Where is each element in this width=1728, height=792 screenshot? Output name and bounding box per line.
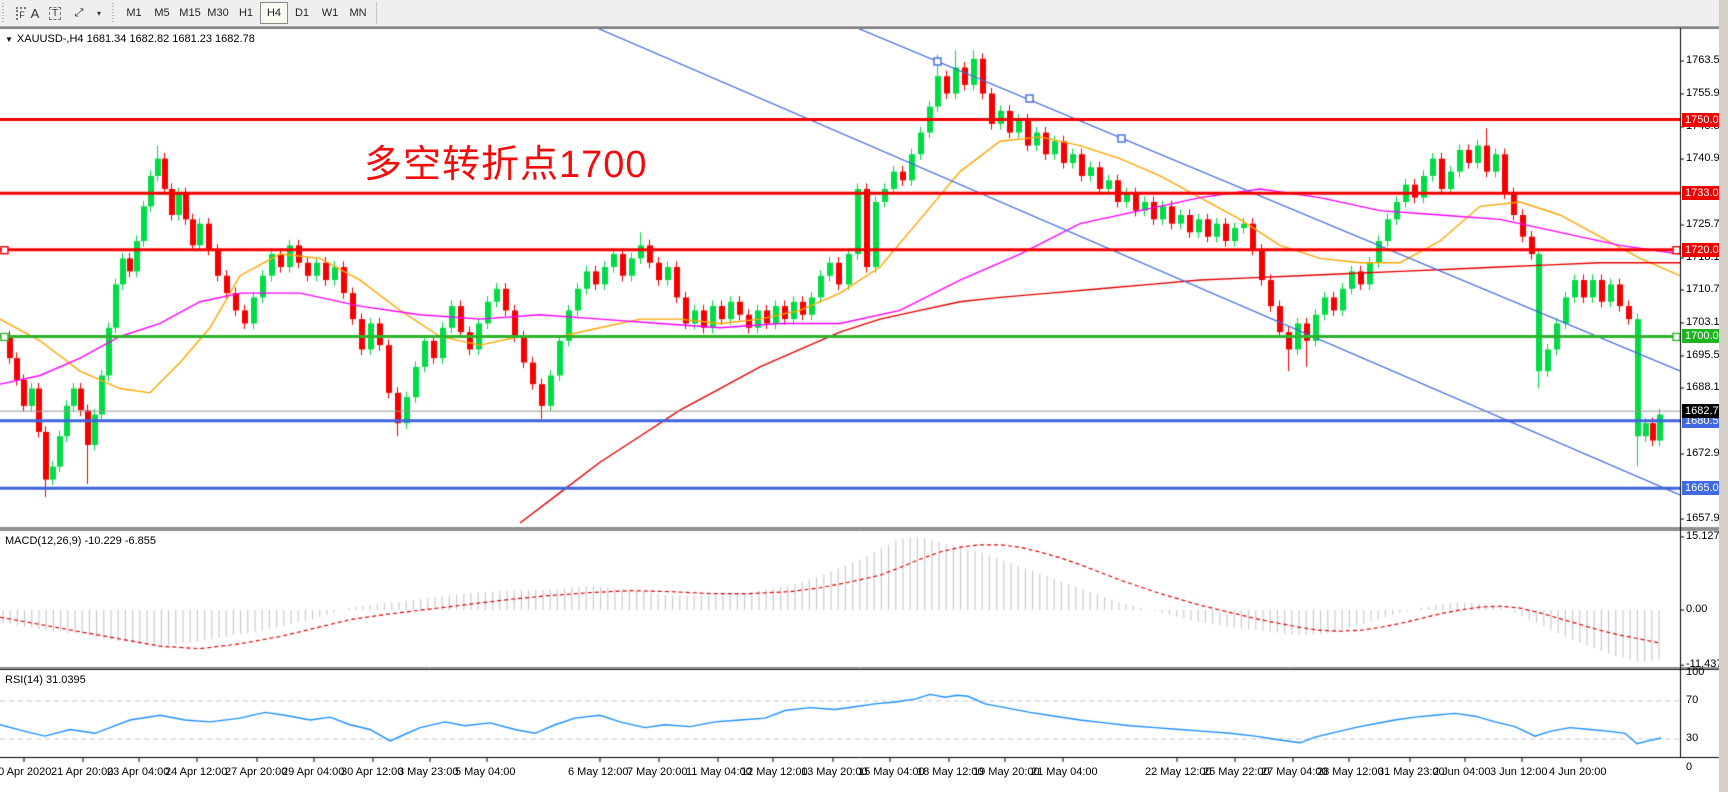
- symbol-header: ▼ XAUUSD-,H4 1681.34 1682.82 1681.23 1682…: [5, 33, 255, 45]
- price-tick-label: 1695.50: [1686, 348, 1726, 361]
- time-axis-label: 3 May 23:00: [398, 766, 459, 778]
- rsi-header: RSI(14) 31.0395: [5, 674, 86, 686]
- time-axis-label: 24 Apr 12:00: [165, 766, 228, 778]
- time-axis-label: 22 May 12:00: [1145, 766, 1212, 778]
- time-axis-label: 11 May 04:00: [686, 766, 752, 778]
- time-axis-label: 3 Jun 12:00: [1490, 766, 1548, 778]
- bid-price-label: 1682.78: [1682, 404, 1728, 419]
- time-axis-label: 21 May 04:00: [1031, 766, 1098, 778]
- indicator-frame-glyph: F: [16, 6, 26, 20]
- time-axis-label: 23 Apr 04:00: [107, 766, 170, 778]
- time-axis-label: 5 May 04:00: [455, 766, 516, 778]
- toolbar-grip[interactable]: [2, 3, 7, 24]
- draw-tools-glyph: ⤢: [74, 6, 84, 19]
- macd-scale-label: -11.437: [1686, 658, 1723, 671]
- caret-glyph: ▾: [96, 8, 101, 18]
- price-tick-label: 1688.10: [1686, 381, 1726, 394]
- window-right-strip: [1719, 0, 1728, 792]
- price-line-label: 1733.00: [1682, 186, 1728, 201]
- time-axis-label: 20 Apr 2020: [0, 766, 52, 778]
- rsi-scale-label: 0: [1686, 760, 1693, 773]
- price-tick-label: 1725.70: [1686, 217, 1726, 230]
- time-axis-label: 29 Apr 04:00: [282, 766, 345, 778]
- time-axis-label: 31 May 23:00: [1378, 766, 1445, 778]
- price-line-label: 1720.00: [1682, 242, 1728, 257]
- rsi-scale-label: 30: [1686, 732, 1699, 744]
- chart-area[interactable]: ▼ XAUUSD-,H4 1681.34 1682.82 1681.23 1682…: [0, 27, 1728, 792]
- rsi-scale-label: 100: [1686, 665, 1705, 678]
- time-axis-label: 15 May 04:00: [858, 766, 925, 778]
- text-label-glyph: T: [48, 6, 62, 20]
- price-line-label: 1700.00: [1682, 329, 1728, 344]
- tf-button-h1[interactable]: H1: [238, 7, 254, 19]
- tf-button-mn[interactable]: MN: [349, 7, 367, 19]
- draw-tools-icon[interactable]: ⤢: [66, 2, 92, 24]
- symbol-quote-text: XAUUSD-,H4 1681.34 1682.82 1681.23 1682.…: [16, 33, 255, 45]
- toolbar-grip-2[interactable]: [112, 3, 117, 24]
- time-axis-label: 7 May 20:00: [627, 766, 688, 778]
- time-axis-label: 18 May 12:00: [917, 766, 984, 778]
- time-axis-label: 27 May 04:00: [1261, 766, 1328, 778]
- toolbar: F A T ⤢ ▾ M1 M5 M15 M30 H1 H4 D1 W1 MN: [0, 0, 1728, 27]
- symbol-dropdown-icon[interactable]: ▼: [5, 35, 13, 44]
- tf-button-d1[interactable]: D1: [294, 7, 310, 19]
- tf-button-m5[interactable]: M5: [154, 7, 170, 19]
- time-axis-label: 21 Apr 20:00: [51, 766, 114, 778]
- time-axis-label: 6 May 12:00: [568, 766, 629, 778]
- price-tick-label: 1763.50: [1686, 54, 1726, 66]
- font-icon[interactable]: A: [22, 2, 48, 24]
- tf-button-w1[interactable]: W1: [321, 7, 339, 19]
- price-tick-label: 1740.90: [1686, 152, 1726, 165]
- time-axis-label: 2 Jun 04:00: [1433, 766, 1491, 778]
- price-tick-label: 1657.90: [1686, 512, 1726, 525]
- price-tick-label: 1703.10: [1686, 316, 1726, 328]
- price-tick-label: 1755.90: [1686, 86, 1726, 99]
- tf-button-m15[interactable]: M15: [179, 7, 201, 19]
- chart-canvas[interactable]: [0, 27, 1728, 792]
- macd-scale-label: 0.00: [1686, 603, 1708, 615]
- text-label-icon[interactable]: T: [42, 2, 68, 24]
- annotation-text[interactable]: 多空转折点1700: [364, 144, 648, 186]
- time-axis-label: 13 May 20:00: [801, 766, 868, 778]
- macd-header: MACD(12,26,9) -10.229 -6.855: [5, 535, 157, 547]
- dropdown-caret-icon[interactable]: ▾: [94, 2, 104, 24]
- price-line-label: 1665.00: [1682, 481, 1728, 496]
- time-axis-label: 27 Apr 20:00: [225, 766, 288, 778]
- toolbar-separator: [376, 2, 377, 24]
- tf-button-m30[interactable]: M30: [207, 7, 229, 19]
- time-axis-label: 28 May 12:00: [1317, 766, 1384, 778]
- rsi-scale-label: 70: [1686, 694, 1699, 706]
- price-tick-label: 1672.90: [1686, 447, 1726, 460]
- price-line-label: 1750.00: [1682, 112, 1728, 127]
- time-axis-label: 4 Jun 20:00: [1549, 766, 1607, 778]
- time-axis-label: 12 May 12:00: [741, 766, 808, 778]
- time-axis-label: 30 Apr 12:00: [341, 766, 404, 778]
- tf-button-m1[interactable]: M1: [126, 7, 142, 19]
- time-axis-label: 25 May 22:00: [1203, 766, 1270, 778]
- time-axis-label: 19 May 20:00: [973, 766, 1040, 778]
- font-glyph: A: [30, 5, 40, 21]
- macd-scale-label: 15.127: [1686, 529, 1720, 542]
- price-tick-label: 1710.70: [1686, 283, 1726, 296]
- indicator-frame-icon[interactable]: F: [8, 2, 34, 24]
- tf-button-h4[interactable]: H4: [260, 2, 288, 24]
